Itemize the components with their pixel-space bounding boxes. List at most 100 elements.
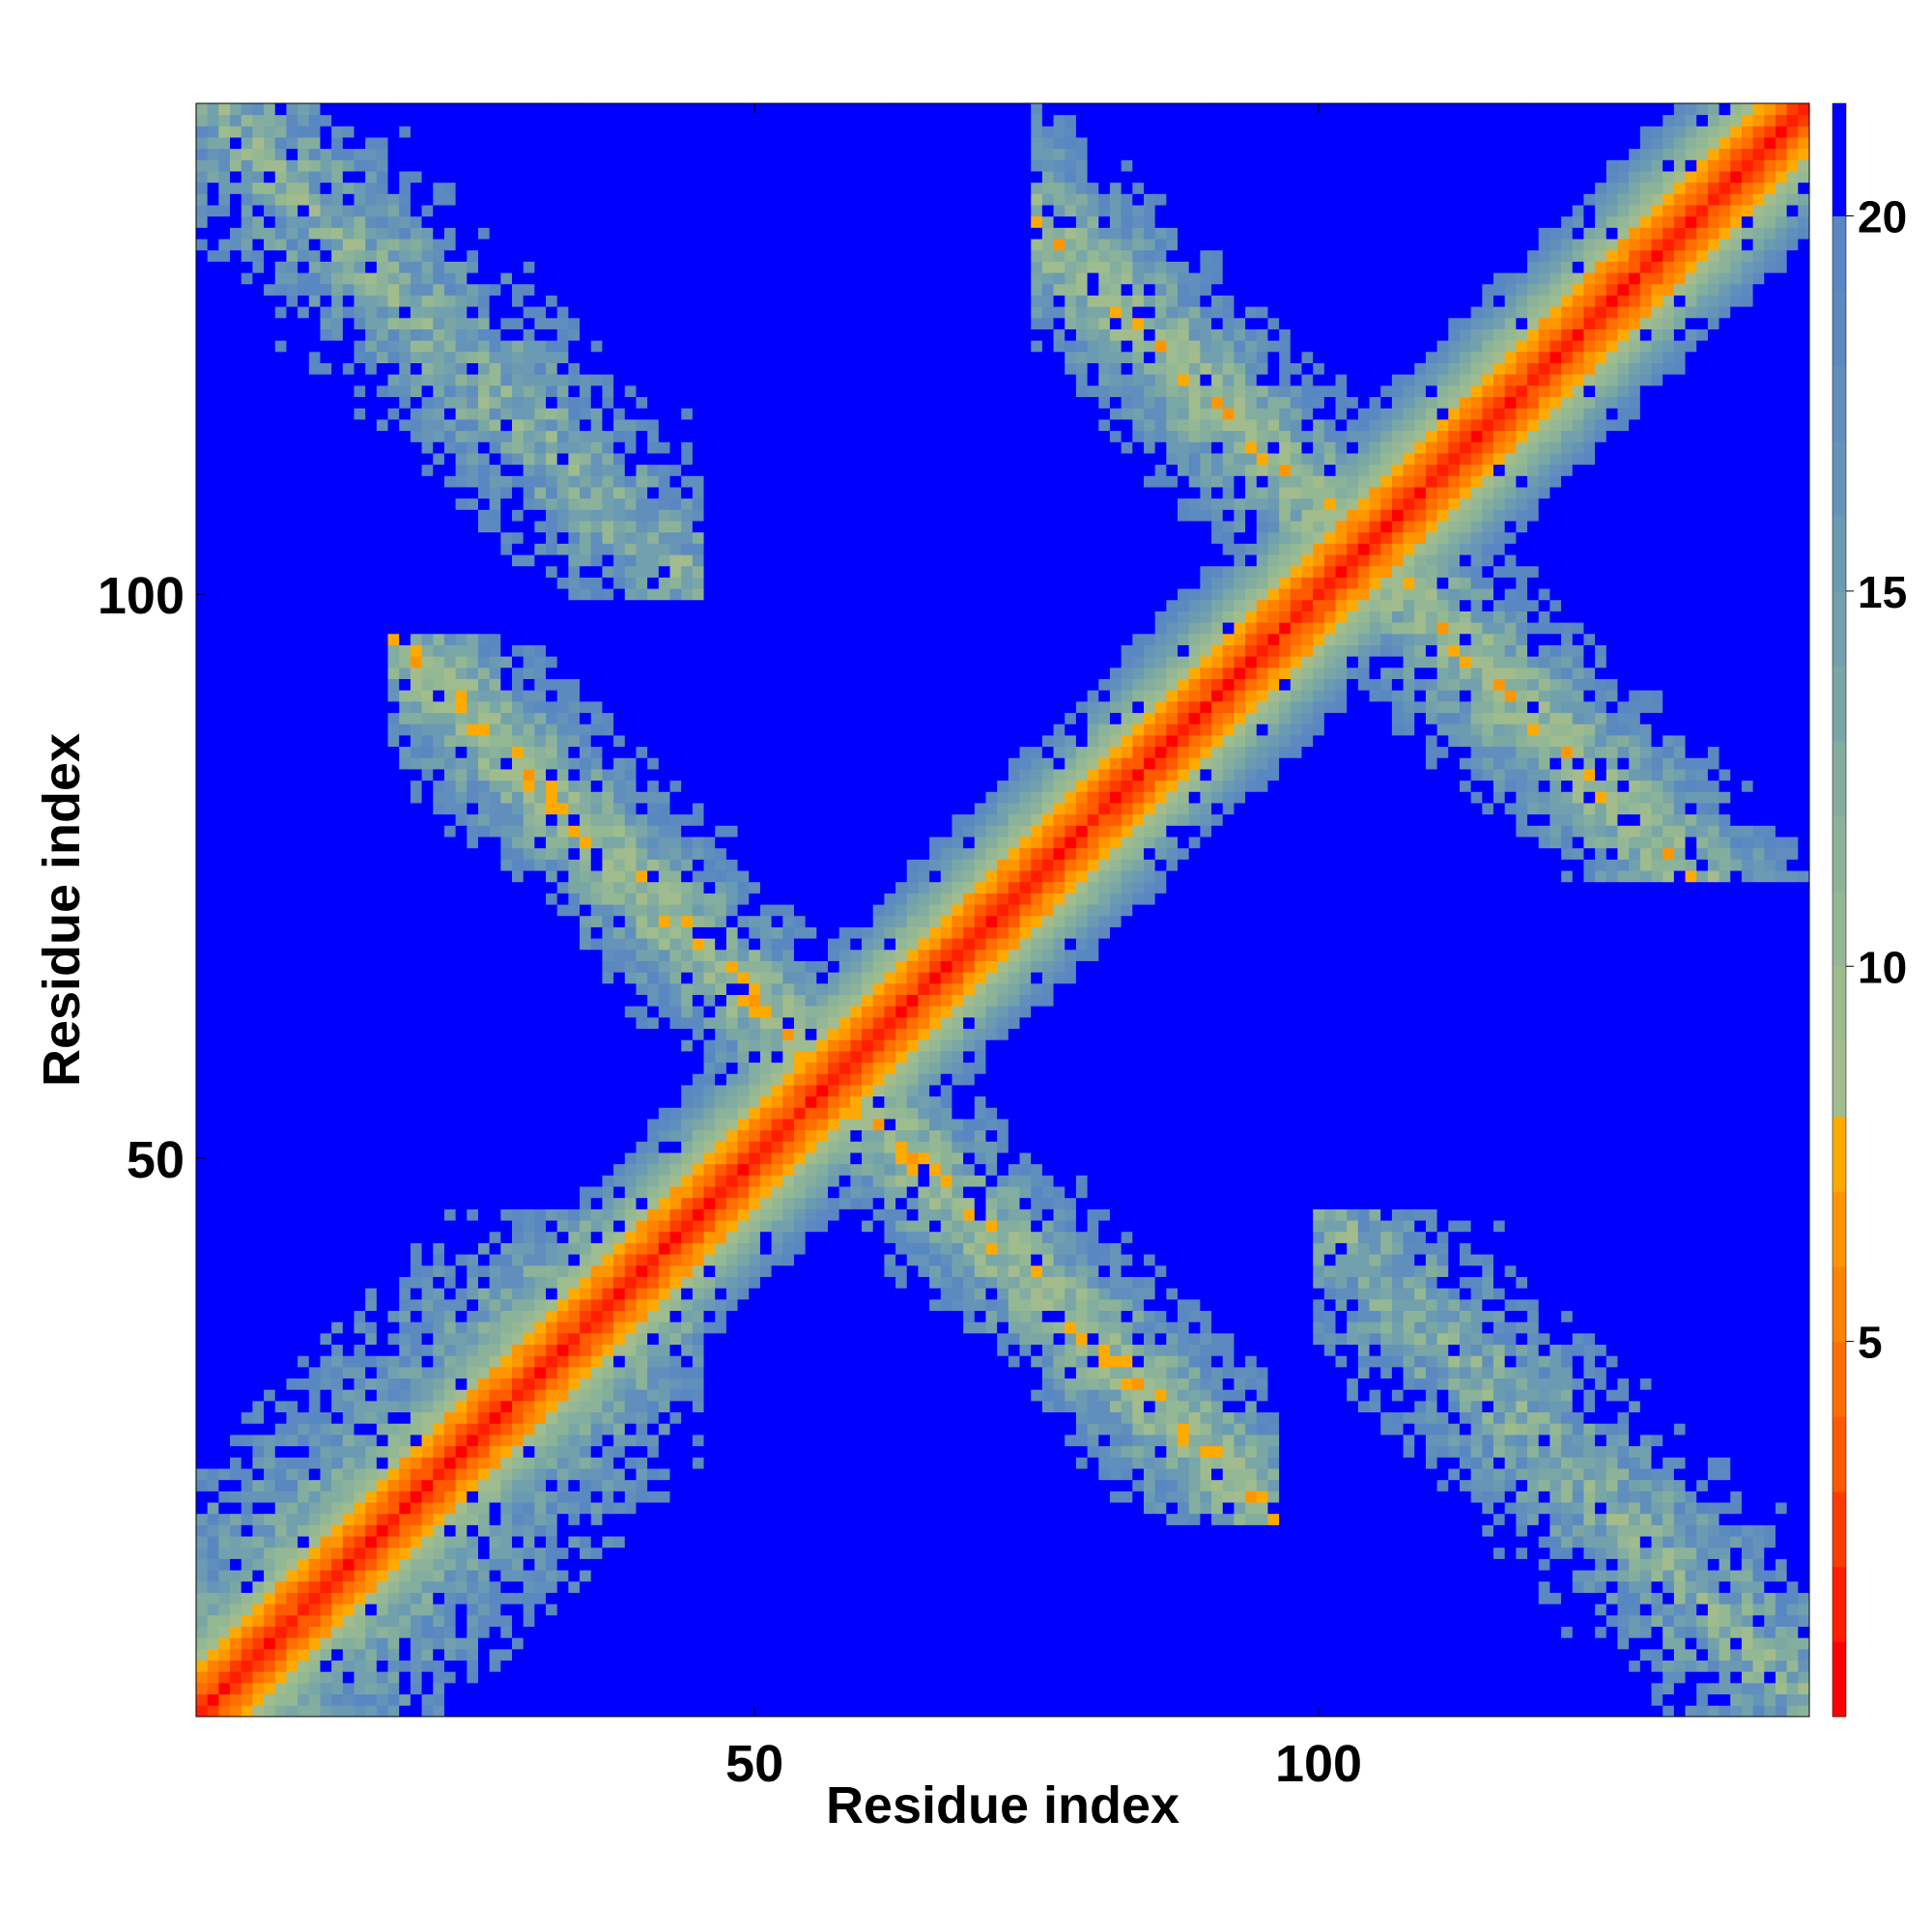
heatmap-cell: [354, 1254, 366, 1266]
heatmap-cell: [196, 1321, 209, 1334]
heatmap-cell: [241, 734, 253, 748]
heatmap-cell: [410, 453, 422, 466]
heatmap-cell: [433, 1626, 445, 1638]
heatmap-cell: [500, 418, 513, 432]
heatmap-cell: [331, 1197, 344, 1209]
heatmap-cell: [511, 1129, 525, 1142]
heatmap-cell: [455, 1220, 468, 1233]
heatmap-cell: [354, 1378, 366, 1390]
heatmap-cell: [241, 239, 253, 251]
heatmap-cell: [274, 724, 287, 736]
heatmap-cell: [399, 825, 412, 838]
heatmap-cell: [399, 611, 412, 623]
heatmap-cell: [568, 148, 581, 160]
heatmap-cell: [274, 1344, 287, 1356]
heatmap-cell: [511, 622, 525, 635]
heatmap-cell: [477, 1558, 491, 1571]
heatmap-cell: [331, 1614, 344, 1627]
heatmap-cell: [207, 1321, 219, 1334]
heatmap-cell: [568, 497, 581, 510]
heatmap-cell: [218, 1310, 231, 1322]
heatmap-cell: [443, 1389, 456, 1402]
heatmap-cell: [433, 690, 445, 702]
heatmap-cell: [331, 1208, 344, 1221]
heatmap-cell: [252, 565, 265, 578]
heatmap-cell: [511, 464, 525, 476]
heatmap-cell: [342, 497, 355, 510]
heatmap-cell: [365, 1321, 378, 1334]
heatmap-cell: [399, 441, 412, 454]
heatmap-cell: [500, 306, 513, 319]
heatmap-cell: [308, 295, 321, 307]
heatmap-cell: [455, 475, 468, 488]
heatmap-cell: [410, 114, 422, 127]
heatmap-cell: [443, 656, 456, 668]
heatmap-cell: [376, 328, 388, 341]
heatmap-cell: [500, 881, 513, 894]
heatmap-cell: [433, 599, 445, 611]
heatmap-cell: [230, 1389, 242, 1402]
heatmap-cell: [534, 215, 547, 228]
heatmap-cell: [218, 1705, 231, 1718]
heatmap-cell: [342, 1321, 355, 1334]
heatmap-cell: [354, 475, 366, 488]
heatmap-cell: [264, 757, 276, 770]
heatmap-cell: [568, 960, 581, 973]
heatmap-cell: [556, 667, 569, 679]
heatmap-cell: [489, 1129, 501, 1142]
heatmap-cell: [534, 1220, 547, 1233]
heatmap-cell: [523, 1175, 535, 1187]
heatmap-cell: [580, 1050, 592, 1064]
heatmap-cell: [320, 1186, 332, 1199]
heatmap-cell: [264, 1152, 276, 1165]
heatmap-cell: [568, 1411, 581, 1424]
heatmap-cell: [196, 497, 209, 510]
heatmap-cell: [523, 1242, 535, 1255]
heatmap-cell: [410, 1423, 422, 1435]
heatmap-cell: [523, 1332, 535, 1346]
heatmap-cell: [455, 611, 468, 623]
heatmap-cell: [489, 1547, 501, 1559]
heatmap-cell: [241, 1141, 253, 1153]
heatmap-cell: [580, 1085, 592, 1097]
heatmap-cell: [489, 1536, 501, 1548]
heatmap-cell: [365, 487, 378, 499]
heatmap-cell: [365, 1378, 378, 1390]
heatmap-cell: [286, 690, 298, 702]
heatmap-cell: [410, 949, 422, 961]
heatmap-cell: [320, 453, 332, 466]
heatmap-cell: [421, 205, 434, 217]
heatmap-cell: [534, 1095, 547, 1108]
heatmap-cell: [252, 994, 265, 1007]
heatmap-cell: [298, 577, 310, 589]
heatmap-cell: [433, 847, 445, 860]
heatmap-cell: [534, 1254, 547, 1266]
heatmap-cell: [477, 114, 491, 127]
heatmap-cell: [196, 453, 209, 466]
heatmap-cell: [218, 870, 231, 883]
heatmap-cell: [500, 159, 513, 172]
heatmap-cell: [534, 340, 547, 353]
heatmap-cell: [511, 295, 525, 307]
heatmap-cell: [546, 193, 558, 206]
heatmap-cell: [477, 803, 491, 815]
heatmap-cell: [387, 588, 400, 601]
heatmap-cell: [207, 1107, 219, 1120]
heatmap-cell: [489, 1288, 501, 1300]
heatmap-cell: [376, 893, 388, 905]
heatmap-cell: [354, 1242, 366, 1255]
heatmap-cell: [264, 724, 276, 736]
heatmap-cell: [365, 340, 378, 353]
heatmap-cell: [365, 137, 378, 150]
heatmap-cell: [298, 1006, 310, 1018]
heatmap-cell: [467, 543, 479, 555]
heatmap-cell: [365, 1129, 378, 1142]
heatmap-cell: [354, 351, 366, 363]
heatmap-cell: [568, 362, 581, 375]
heatmap-cell: [252, 430, 265, 442]
heatmap-cell: [331, 1401, 344, 1413]
heatmap-cell: [387, 678, 400, 691]
heatmap-cell: [546, 453, 558, 466]
heatmap-cell: [556, 1457, 569, 1469]
heatmap-cell: [241, 1197, 253, 1209]
